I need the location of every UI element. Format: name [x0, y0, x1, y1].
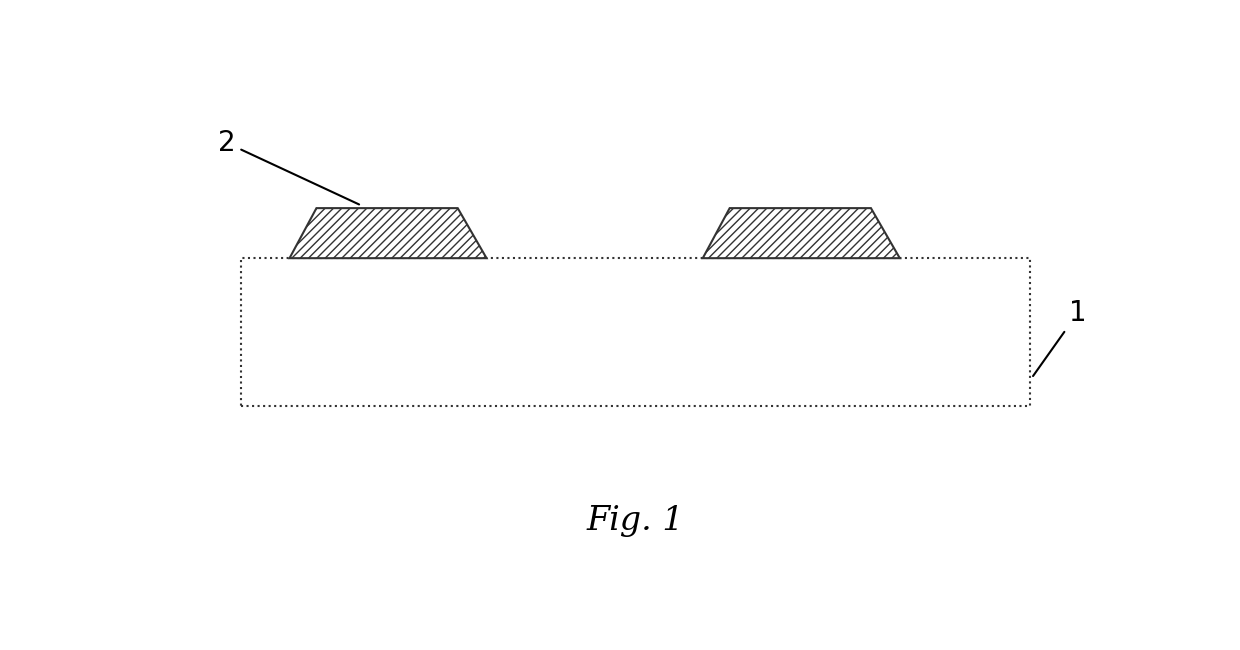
Polygon shape: [290, 208, 486, 258]
Text: 2: 2: [218, 129, 360, 205]
Polygon shape: [703, 208, 900, 258]
Text: 1: 1: [1033, 299, 1086, 376]
Text: Fig. 1: Fig. 1: [587, 505, 684, 537]
Bar: [242, 258, 1029, 406]
